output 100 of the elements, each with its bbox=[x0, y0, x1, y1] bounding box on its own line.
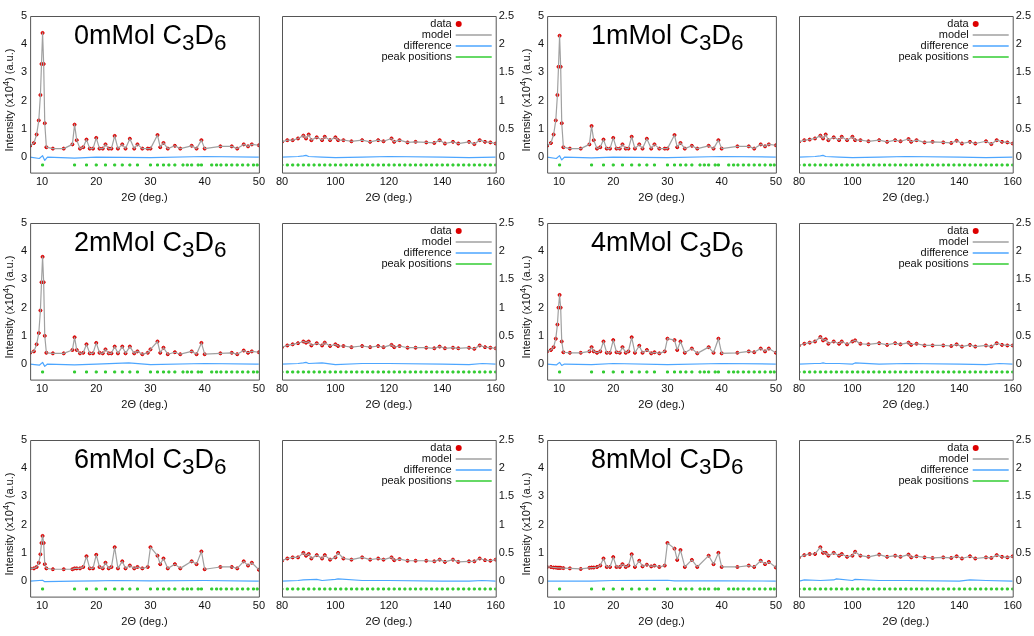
legend-label: difference bbox=[920, 463, 969, 476]
y-tick-label: 2 bbox=[537, 93, 545, 106]
y2-tick-label: 1.5 bbox=[498, 65, 515, 78]
y-tick-label: 1 bbox=[537, 121, 545, 134]
x-tick-label: 20 bbox=[607, 599, 620, 612]
x-tick-label: 40 bbox=[715, 599, 728, 612]
x-tick-label: 50 bbox=[769, 382, 783, 395]
legend-label: peak positions bbox=[381, 50, 453, 63]
y-tick-label: 3 bbox=[537, 65, 545, 78]
x-tick-label: 80 bbox=[792, 599, 806, 612]
y2-tick-label: 2 bbox=[498, 244, 505, 257]
y-tick-label: 0 bbox=[537, 574, 545, 587]
x-tick-label: 160 bbox=[486, 382, 505, 395]
x-axis-title: 2Θ (deg.) bbox=[365, 191, 413, 204]
x-tick-label: 50 bbox=[252, 175, 266, 188]
x-tick-label: 140 bbox=[950, 382, 969, 395]
x-tick-label: 30 bbox=[661, 382, 674, 395]
x-tick-label: 20 bbox=[90, 382, 103, 395]
x-tick-label: 100 bbox=[326, 599, 345, 612]
y2-tick-label: 1 bbox=[1015, 300, 1022, 313]
x-tick-label: 100 bbox=[326, 175, 345, 188]
legend-label: data bbox=[430, 17, 453, 30]
x-axis-title: 2Θ (deg.) bbox=[638, 191, 685, 204]
x-tick-label: 30 bbox=[144, 382, 157, 395]
x-tick-label: 120 bbox=[896, 382, 916, 395]
annotation: 2mMol C$_{3}$D$_{6}$ bbox=[74, 227, 227, 265]
x-tick-label: 20 bbox=[90, 175, 103, 188]
x-tick-label: 30 bbox=[661, 175, 674, 188]
legend-label: model bbox=[421, 28, 452, 41]
y-tick-label: 2 bbox=[20, 93, 28, 106]
legend-label: model bbox=[421, 452, 452, 465]
y-tick-label: 2 bbox=[20, 517, 28, 530]
x-tick-label: 160 bbox=[486, 599, 505, 612]
legend-label: peak positions bbox=[381, 257, 453, 270]
x-axis-title: 2Θ (deg.) bbox=[365, 398, 413, 411]
y-tick-label: 5 bbox=[20, 9, 28, 22]
y-tick-label: 5 bbox=[20, 433, 28, 446]
legend-label: peak positions bbox=[898, 474, 970, 487]
x-tick-label: 40 bbox=[715, 382, 728, 395]
legend-label: data bbox=[947, 224, 970, 237]
y-tick-label: 3 bbox=[20, 272, 28, 285]
x-tick-label: 30 bbox=[661, 599, 674, 612]
x-tick-label: 140 bbox=[433, 599, 452, 612]
y2-tick-label: 2 bbox=[1015, 37, 1022, 50]
y-tick-label: 1 bbox=[537, 545, 545, 558]
x-tick-label: 80 bbox=[275, 599, 289, 612]
annotation: 8mMol C$_{3}$D$_{6}$ bbox=[591, 444, 744, 482]
y2-tick-label: 0.5 bbox=[498, 545, 515, 558]
y2-tick-label: 2 bbox=[498, 37, 505, 50]
y-tick-label: 3 bbox=[537, 489, 545, 502]
y-tick-label: 0 bbox=[537, 150, 545, 163]
x-tick-label: 20 bbox=[607, 382, 620, 395]
x-axis-title: 2Θ (deg.) bbox=[121, 191, 168, 204]
legend-label: peak positions bbox=[381, 474, 453, 487]
legend-label: model bbox=[421, 235, 452, 248]
x-tick-label: 160 bbox=[1003, 175, 1022, 188]
y2-tick-label: 2.5 bbox=[1015, 433, 1032, 446]
y-tick-label: 2 bbox=[20, 300, 28, 313]
y-tick-label: 4 bbox=[20, 244, 28, 257]
y2-tick-label: 2.5 bbox=[1015, 216, 1032, 229]
y2-tick-label: 2 bbox=[498, 461, 505, 474]
y-tick-label: 4 bbox=[537, 244, 545, 257]
x-tick-label: 120 bbox=[379, 175, 399, 188]
x-axis-title: 2Θ (deg.) bbox=[882, 615, 930, 628]
y-tick-label: 4 bbox=[20, 37, 28, 50]
x-tick-label: 40 bbox=[198, 382, 211, 395]
x-axis-title: 2Θ (deg.) bbox=[121, 398, 168, 411]
y2-tick-label: 1 bbox=[498, 93, 505, 106]
x-tick-label: 40 bbox=[715, 175, 728, 188]
y2-tick-label: 1.5 bbox=[498, 489, 515, 502]
legend-label: model bbox=[938, 452, 969, 465]
y-tick-label: 5 bbox=[537, 9, 545, 22]
x-tick-label: 40 bbox=[198, 175, 211, 188]
x-tick-label: 100 bbox=[843, 382, 862, 395]
y-tick-label: 0 bbox=[20, 574, 28, 587]
x-tick-label: 20 bbox=[607, 175, 620, 188]
x-tick-label: 120 bbox=[896, 175, 916, 188]
legend-label: data bbox=[430, 441, 453, 454]
legend-label: difference bbox=[403, 246, 452, 259]
legend-label: difference bbox=[403, 39, 452, 52]
annotation: 0mMol C$_{3}$D$_{6}$ bbox=[74, 20, 227, 58]
legend-label: difference bbox=[920, 39, 969, 52]
x-tick-label: 50 bbox=[252, 599, 266, 612]
y-tick-label: 2 bbox=[537, 517, 545, 530]
x-tick-label: 80 bbox=[792, 382, 806, 395]
annotation: 1mMol C$_{3}$D$_{6}$ bbox=[591, 20, 744, 58]
x-axis-title: 2Θ (deg.) bbox=[365, 615, 413, 628]
x-tick-label: 160 bbox=[1003, 599, 1022, 612]
x-tick-label: 80 bbox=[275, 382, 289, 395]
x-tick-label: 100 bbox=[843, 599, 862, 612]
y2-tick-label: 0.5 bbox=[1015, 121, 1032, 134]
y2-tick-label: 1.5 bbox=[1015, 272, 1032, 285]
x-tick-label: 100 bbox=[843, 175, 862, 188]
y2-tick-label: 1.5 bbox=[498, 272, 515, 285]
x-axis-title: 2Θ (deg.) bbox=[638, 615, 685, 628]
x-tick-label: 120 bbox=[379, 599, 399, 612]
y-tick-label: 2 bbox=[537, 300, 545, 313]
y-tick-label: 0 bbox=[537, 357, 545, 370]
x-tick-label: 100 bbox=[326, 382, 345, 395]
x-tick-label: 10 bbox=[35, 382, 49, 395]
